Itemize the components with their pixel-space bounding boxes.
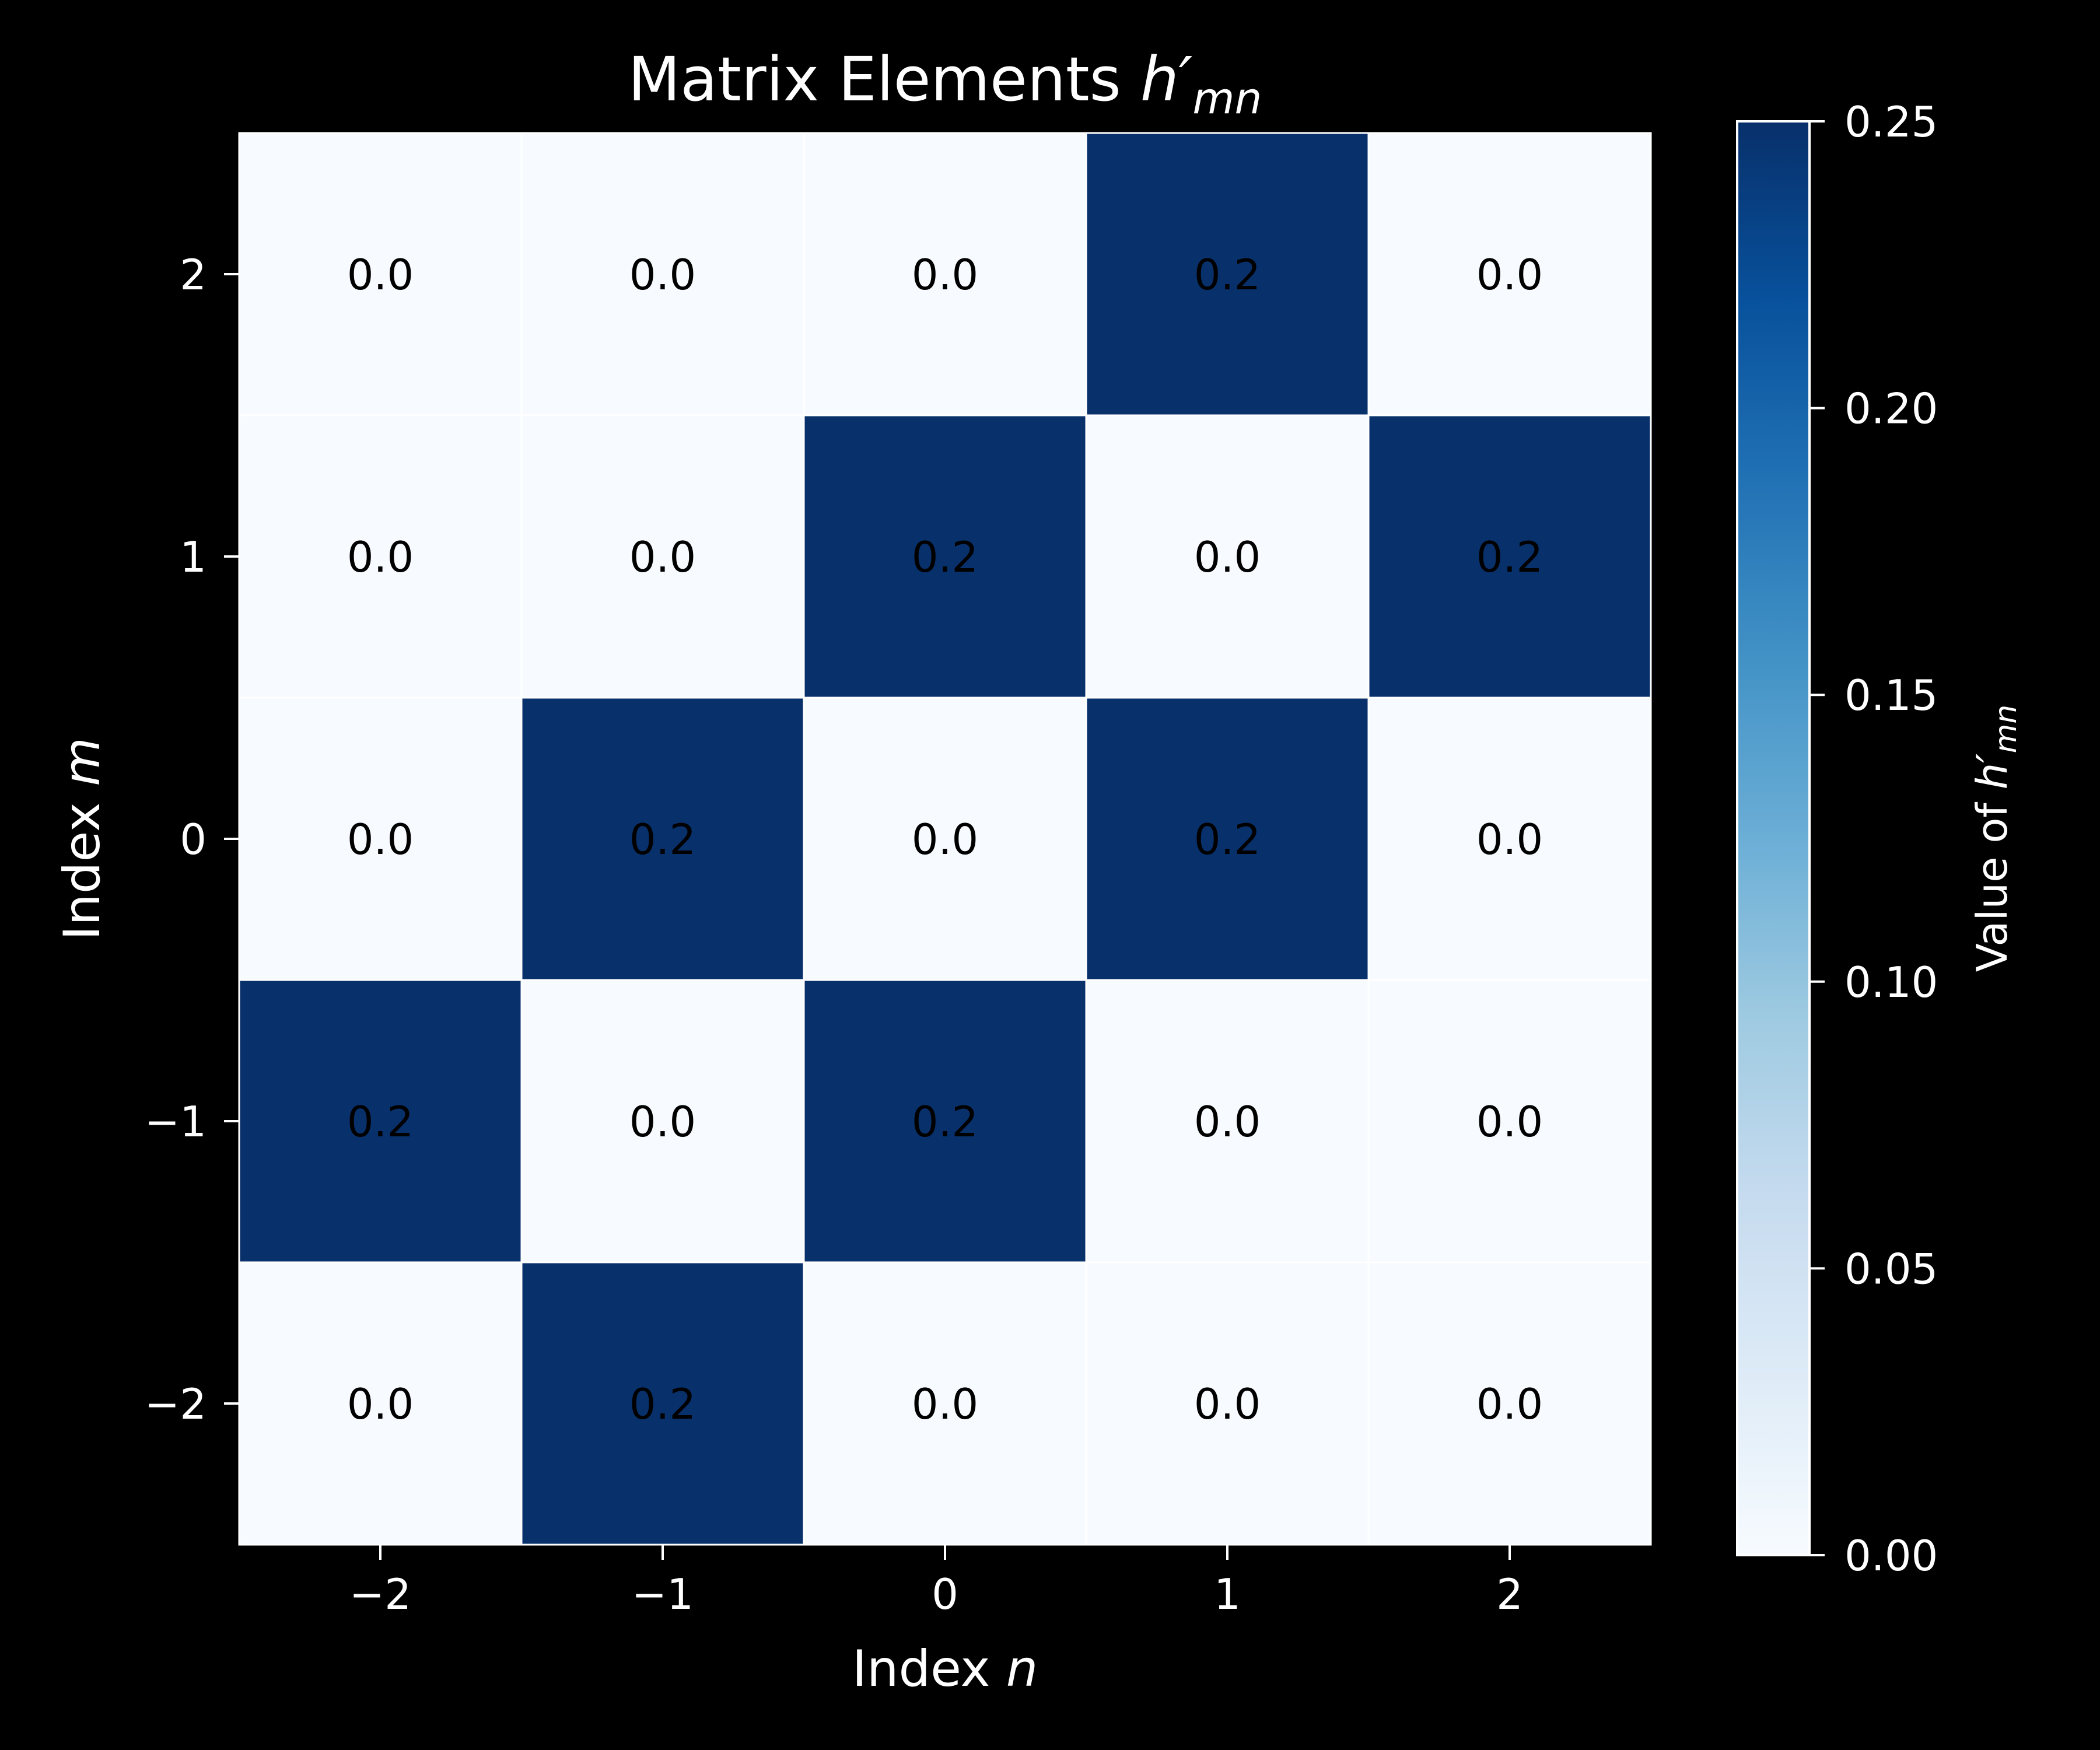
colorbar-tick-label: 0.15	[1845, 671, 1938, 720]
cell-value-label: 0.0	[912, 250, 979, 299]
colorbar-tick-label: 0.05	[1845, 1244, 1938, 1293]
cell-value-label: 0.0	[347, 533, 414, 582]
colorbar-tick-label: 0.00	[1845, 1531, 1938, 1580]
x-axis: −2 −1 0 1 2	[349, 1545, 1523, 1619]
x-tick-label: −1	[632, 1570, 694, 1619]
colorbar-tick-label: 0.10	[1845, 958, 1938, 1007]
colorbar-title: Value of h′mn	[1968, 705, 2024, 972]
heatmap-cell	[1367, 132, 1652, 416]
heatmap-cell	[1085, 696, 1370, 981]
x-tick-label: 1	[1214, 1570, 1241, 1619]
cell-value-label: 0.0	[347, 250, 414, 299]
heatmap-cell	[1367, 696, 1652, 981]
colorbar	[1736, 120, 1811, 1556]
heatmap-cells	[238, 132, 1652, 1546]
cell-value-label: 0.0	[912, 1380, 979, 1429]
colorbar-tick-label: 0.20	[1845, 384, 1938, 433]
colorbar-tick-label: 0.25	[1845, 97, 1938, 146]
heatmap-cell	[1367, 414, 1652, 699]
x-axis-title: Index n	[852, 1640, 1038, 1698]
cell-value-label: 0.0	[629, 1097, 696, 1146]
cell-value-label: 0.0	[347, 1380, 414, 1429]
y-tick-label: 1	[180, 533, 206, 582]
cell-value-label: 0.2	[629, 815, 696, 864]
colorbar-axis: 0.00 0.05 0.10 0.15 0.20 0.25	[1810, 97, 1938, 1580]
heatmap-cell	[238, 132, 523, 416]
heatmap-cell	[803, 1261, 1087, 1546]
x-tick-label: 2	[1496, 1570, 1523, 1619]
cell-value-label: 0.0	[1476, 1097, 1544, 1146]
y-axis: 2 1 0 −1 −2	[145, 250, 239, 1429]
cell-value-label: 0.0	[1476, 1380, 1544, 1429]
heatmap-cell	[520, 696, 805, 981]
cell-value-label: 0.0	[912, 815, 979, 864]
cell-value-label: 0.0	[347, 815, 414, 864]
cell-value-label: 0.0	[1476, 815, 1544, 864]
heatmap-cell	[803, 414, 1087, 699]
heatmap-cell	[238, 1261, 523, 1546]
cell-value-label: 0.2	[1476, 533, 1544, 582]
chart-title: Matrix Elements h′mn	[628, 44, 1262, 124]
cell-value-label: 0.0	[1476, 250, 1544, 299]
cell-value-label: 0.2	[912, 1097, 979, 1146]
x-tick-label: −2	[349, 1570, 411, 1619]
cell-value-label: 0.2	[629, 1380, 696, 1429]
heatmap-cell	[520, 979, 805, 1264]
cell-value-label: 0.0	[1194, 1097, 1261, 1146]
cell-value-label: 0.2	[1194, 815, 1261, 864]
y-tick-label: 0	[180, 815, 206, 864]
cell-value-labels: 0.0 0.0 0.0 0.2 0.0 0.0 0.0 0.2 0.0 0.2 0.0 0.2 0.0 0…	[347, 250, 1544, 1429]
heatmap-cell	[520, 132, 805, 416]
cell-value-label: 0.2	[912, 533, 979, 582]
cell-value-label: 0.2	[347, 1097, 414, 1146]
cell-value-label: 0.0	[1194, 1380, 1261, 1429]
heatmap-cell	[803, 696, 1087, 981]
y-tick-label: 2	[180, 250, 206, 299]
cell-value-label: 0.0	[629, 250, 696, 299]
heatmap-cell	[1085, 979, 1370, 1264]
heatmap-cell	[1367, 979, 1652, 1264]
cell-value-label: 0.0	[1194, 533, 1261, 582]
heatmap-cell	[238, 414, 523, 699]
y-tick-label: −1	[145, 1097, 206, 1146]
heatmap-cell	[1085, 132, 1370, 416]
heatmap-cell	[1367, 1261, 1652, 1546]
x-tick-label: 0	[932, 1570, 958, 1619]
y-tick-label: −2	[145, 1380, 206, 1429]
cell-value-label: 0.0	[629, 533, 696, 582]
cell-value-label: 0.2	[1194, 250, 1261, 299]
y-axis-title: Index m	[53, 737, 111, 940]
heatmap-cell	[803, 979, 1087, 1264]
heatmap-cell	[520, 414, 805, 699]
heatmap-cell	[520, 1261, 805, 1546]
